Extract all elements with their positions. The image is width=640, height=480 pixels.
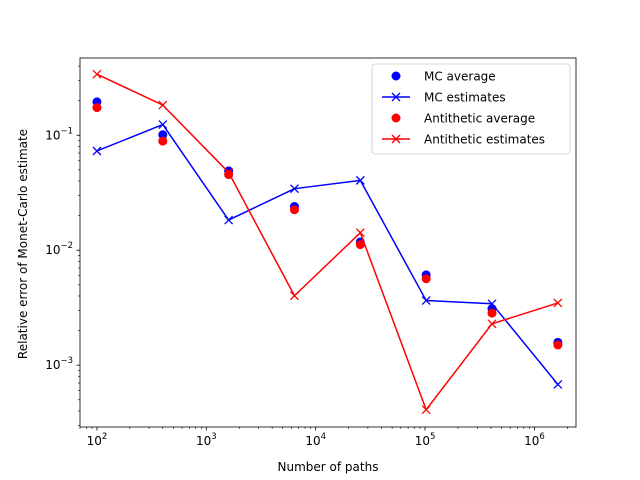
data-point-x-marker bbox=[158, 120, 168, 129]
series-layer bbox=[92, 69, 563, 415]
data-point-x-marker bbox=[487, 299, 497, 309]
data-point-x-marker bbox=[421, 405, 431, 415]
series-line bbox=[96, 123, 559, 385]
legend-dot bbox=[391, 113, 401, 123]
legend-entry: Antithetic estimates bbox=[382, 133, 545, 147]
plot-frame bbox=[79, 57, 577, 428]
data-point-x-marker bbox=[92, 69, 102, 79]
y-tick-label: 10−3 bbox=[45, 356, 73, 372]
legend-label: MC average bbox=[424, 70, 496, 84]
x-tick-label: 103 bbox=[196, 432, 217, 448]
data-point-dot bbox=[355, 240, 365, 250]
data-point-dot bbox=[487, 308, 497, 318]
legend-entry: Antithetic average bbox=[391, 112, 535, 126]
legend-entry: MC estimates bbox=[382, 91, 506, 105]
data-point-x-marker bbox=[487, 319, 497, 329]
x-tick-label: 104 bbox=[305, 432, 326, 448]
x-tick-label: 105 bbox=[415, 432, 436, 448]
data-point-x-marker bbox=[553, 379, 563, 389]
y-tick-label: 10−1 bbox=[45, 126, 73, 142]
legend-dot bbox=[391, 71, 401, 81]
legend-label: MC estimates bbox=[424, 91, 506, 105]
data-point-x-marker bbox=[290, 291, 299, 301]
data-point-x-marker bbox=[92, 146, 102, 156]
legend-label: Antithetic average bbox=[424, 112, 535, 126]
series-4 bbox=[92, 69, 563, 415]
data-point-dot bbox=[92, 103, 102, 113]
legend-entry: MC average bbox=[391, 70, 496, 84]
x-axis-label: Number of paths bbox=[278, 460, 379, 474]
series-2 bbox=[92, 120, 563, 389]
series-3 bbox=[92, 103, 563, 350]
data-point-x-marker bbox=[224, 215, 234, 225]
legend-x-marker bbox=[391, 92, 401, 102]
series-line bbox=[96, 73, 559, 411]
data-point-dot bbox=[553, 340, 563, 350]
data-point-x-marker bbox=[355, 175, 365, 185]
data-point-dot bbox=[421, 274, 431, 284]
data-point-dot bbox=[289, 205, 299, 215]
data-point-x-marker bbox=[355, 228, 365, 238]
data-point-dot bbox=[158, 130, 168, 140]
data-point-x-marker bbox=[553, 298, 563, 308]
y-tick-label: 10−2 bbox=[45, 241, 73, 257]
data-point-x-marker bbox=[290, 184, 299, 194]
y-axis-label: Relative error of Monet-Carlo estimate bbox=[16, 129, 30, 359]
data-point-x-marker bbox=[224, 167, 234, 177]
x-tick-label: 102 bbox=[87, 432, 108, 448]
data-point-x-marker bbox=[421, 296, 431, 306]
data-point-x-marker bbox=[158, 100, 168, 110]
legend: MC average MC estimates Antithetic average… bbox=[371, 63, 571, 155]
legend-box bbox=[371, 63, 571, 155]
legend-label: Antithetic estimates bbox=[424, 133, 545, 147]
axes-layer: 102 103 104 105 106 10−3 10−2 10−1 bbox=[45, 57, 577, 448]
legend-x-marker bbox=[391, 134, 401, 144]
data-point-dot bbox=[158, 136, 168, 146]
x-tick-label: 106 bbox=[524, 432, 545, 448]
